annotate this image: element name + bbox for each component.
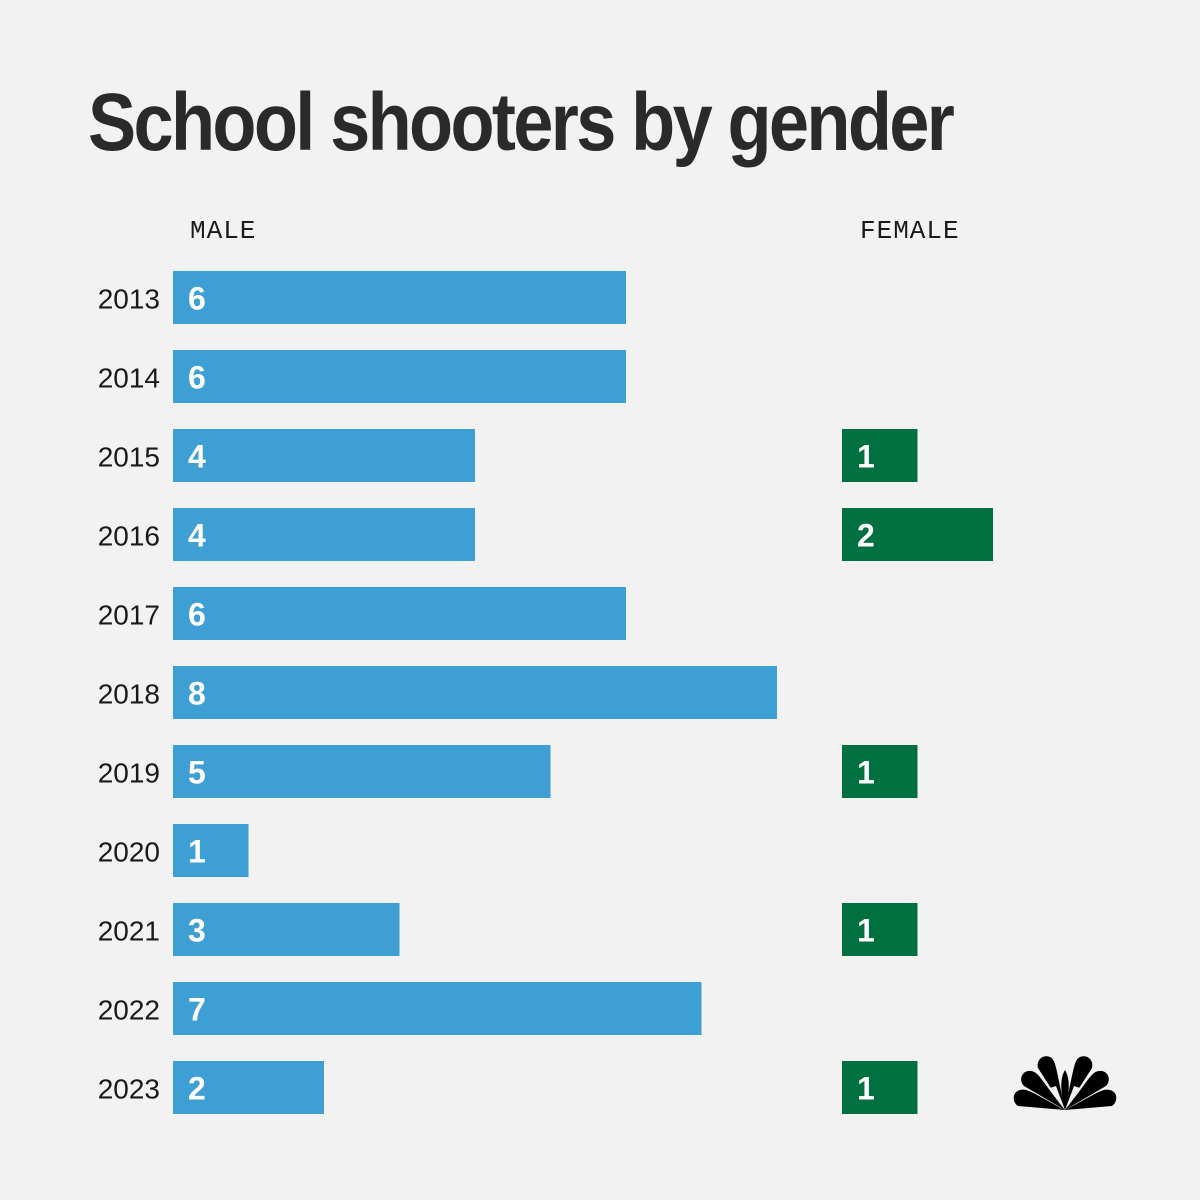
male-column-label: MALE: [190, 216, 257, 246]
male-value-label: 5: [188, 755, 206, 791]
year-label: 2015: [98, 442, 160, 473]
male-value-label: 6: [188, 281, 206, 317]
male-value-label: 3: [188, 913, 206, 949]
female-value-label: 2: [857, 518, 875, 554]
male-bar: [173, 429, 475, 482]
male-bar: [173, 1061, 324, 1114]
year-label: 2013: [98, 284, 160, 315]
male-bar: [173, 350, 626, 403]
female-bar: [842, 508, 993, 561]
male-value-label: 7: [188, 992, 206, 1028]
male-bar: [173, 587, 626, 640]
year-label: 2016: [98, 521, 160, 552]
female-value-label: 1: [857, 913, 875, 949]
nbc-peacock-icon: [1013, 1056, 1117, 1110]
female-bar: [842, 1061, 918, 1114]
female-value-label: 1: [857, 755, 875, 791]
female-value-label: 1: [857, 1071, 875, 1107]
male-bar: [173, 903, 400, 956]
year-label: 2017: [98, 600, 160, 631]
chart-title: School shooters by gender: [88, 77, 955, 168]
female-bar: [842, 429, 918, 482]
year-label: 2021: [98, 916, 160, 947]
male-bar: [173, 666, 777, 719]
male-value-label: 6: [188, 597, 206, 633]
year-label: 2020: [98, 837, 160, 868]
male-bar: [173, 824, 249, 877]
male-value-label: 2: [188, 1071, 206, 1107]
male-bar: [173, 745, 551, 798]
year-label: 2023: [98, 1074, 160, 1105]
year-label: 2014: [98, 363, 160, 394]
male-value-label: 4: [188, 518, 206, 554]
year-label: 2019: [98, 758, 160, 789]
female-bar: [842, 903, 918, 956]
year-label: 2022: [98, 995, 160, 1026]
year-label: 2018: [98, 679, 160, 710]
male-bar: [173, 982, 702, 1035]
male-value-label: 1: [188, 834, 206, 870]
male-value-label: 8: [188, 676, 206, 712]
female-bar: [842, 745, 918, 798]
male-value-label: 6: [188, 360, 206, 396]
female-value-label: 1: [857, 439, 875, 475]
male-bar: [173, 271, 626, 324]
male-value-label: 4: [188, 439, 206, 475]
female-column-label: FEMALE: [860, 216, 960, 246]
male-bar: [173, 508, 475, 561]
